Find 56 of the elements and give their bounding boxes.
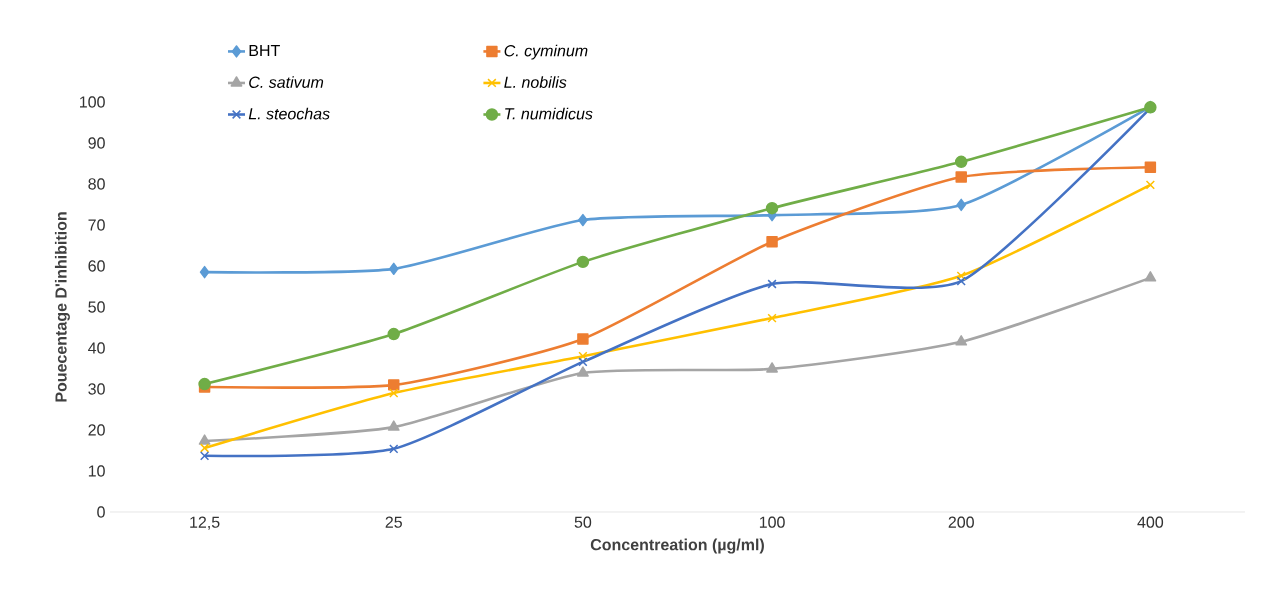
- y-tick-label: 90: [88, 137, 105, 149]
- point: [199, 451, 210, 461]
- y-tick-label: 10: [88, 465, 105, 477]
- x-tick-label: 50: [574, 516, 592, 528]
- point: [576, 255, 590, 269]
- point: [767, 313, 777, 323]
- x-axis-title: Concentreation (µg/ml): [590, 538, 764, 554]
- y-tick-label: 50: [88, 301, 105, 313]
- y-tick-label: 40: [88, 342, 105, 354]
- legend-label: L. steochas: [248, 107, 330, 120]
- point: [387, 420, 400, 431]
- point: [387, 327, 400, 341]
- legend-label: L. nobilis: [504, 76, 567, 88]
- point: [198, 434, 211, 445]
- point: [765, 201, 779, 215]
- point: [1144, 161, 1157, 173]
- point: [389, 388, 399, 398]
- y-axis-title: Pouecentage D'inhibition: [54, 212, 70, 402]
- point: [955, 171, 967, 183]
- point: [388, 262, 399, 276]
- point: [576, 366, 589, 377]
- point: [578, 351, 588, 361]
- x-tick-label: 12,5: [190, 516, 220, 530]
- y-tick-label: 70: [88, 219, 105, 231]
- point: [1145, 180, 1155, 190]
- legend-label: BHT: [249, 44, 280, 56]
- y-tick-label: 100: [80, 96, 105, 108]
- point: [956, 271, 966, 281]
- point: [954, 155, 968, 169]
- point: [578, 213, 588, 227]
- y-tick-label: 30: [88, 383, 105, 395]
- legend-label: C. sativum: [249, 76, 324, 88]
- point: [955, 335, 968, 346]
- point: [956, 198, 967, 212]
- x-tick-label: 25: [385, 516, 402, 528]
- point: [956, 276, 966, 286]
- point: [199, 443, 210, 453]
- y-tick-label: 20: [88, 424, 105, 436]
- point: [766, 236, 778, 248]
- point: [389, 444, 399, 454]
- legend-label: C. cyminum: [504, 44, 588, 60]
- x-tick-label: 400: [1137, 516, 1164, 528]
- point: [1144, 271, 1157, 282]
- point: [766, 362, 778, 373]
- x-tick-label: 200: [948, 516, 974, 528]
- point: [577, 333, 589, 345]
- point: [767, 279, 777, 289]
- legend-label: T. numidicus: [505, 107, 593, 120]
- point: [199, 265, 210, 279]
- point: [198, 377, 211, 391]
- point: [578, 357, 588, 367]
- y-tick-label: 60: [88, 260, 105, 272]
- y-tick-label: 80: [88, 178, 105, 190]
- x-tick-label: 100: [759, 516, 785, 528]
- point: [388, 379, 400, 391]
- y-tick-label: 0: [97, 506, 105, 518]
